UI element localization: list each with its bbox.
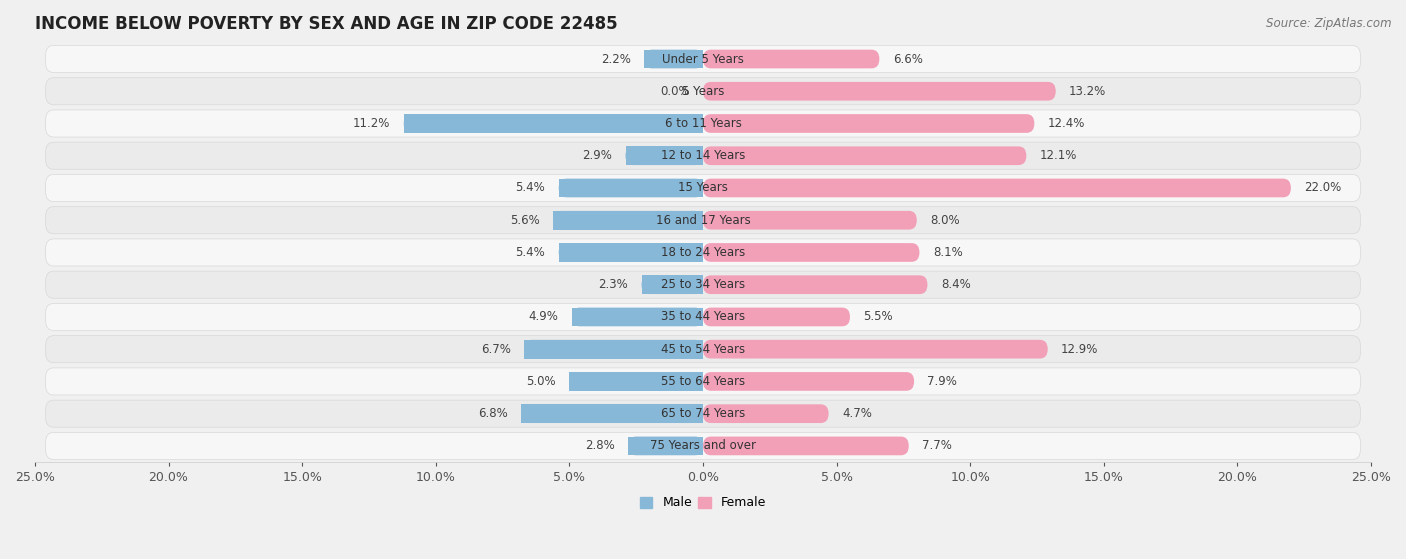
Text: 2.2%: 2.2% (600, 53, 631, 65)
Text: 13.2%: 13.2% (1069, 85, 1107, 98)
Text: 6.8%: 6.8% (478, 407, 508, 420)
Text: 6 to 11 Years: 6 to 11 Years (665, 117, 741, 130)
Text: 5.0%: 5.0% (526, 375, 555, 388)
FancyBboxPatch shape (45, 142, 1361, 169)
Text: 18 to 24 Years: 18 to 24 Years (661, 246, 745, 259)
FancyBboxPatch shape (644, 50, 703, 68)
Text: 12.9%: 12.9% (1062, 343, 1098, 356)
Text: Source: ZipAtlas.com: Source: ZipAtlas.com (1267, 17, 1392, 30)
Text: 8.1%: 8.1% (932, 246, 963, 259)
Text: 15 Years: 15 Years (678, 182, 728, 195)
FancyBboxPatch shape (45, 368, 1361, 395)
Text: 12.1%: 12.1% (1039, 149, 1077, 162)
Text: 12.4%: 12.4% (1047, 117, 1085, 130)
Text: 6.7%: 6.7% (481, 343, 510, 356)
Text: 16 and 17 Years: 16 and 17 Years (655, 214, 751, 227)
Bar (644, 50, 703, 68)
FancyBboxPatch shape (45, 400, 1361, 427)
Bar (641, 276, 703, 294)
FancyBboxPatch shape (45, 174, 1361, 202)
FancyBboxPatch shape (45, 271, 1361, 299)
FancyBboxPatch shape (703, 404, 828, 423)
FancyBboxPatch shape (703, 211, 917, 230)
Text: 11.2%: 11.2% (353, 117, 391, 130)
FancyBboxPatch shape (703, 340, 1047, 358)
FancyBboxPatch shape (558, 243, 703, 262)
FancyBboxPatch shape (554, 211, 703, 230)
Bar (404, 114, 703, 133)
FancyBboxPatch shape (45, 78, 1361, 105)
FancyBboxPatch shape (45, 239, 1361, 266)
FancyBboxPatch shape (558, 179, 703, 197)
FancyBboxPatch shape (626, 146, 703, 165)
Text: 2.9%: 2.9% (582, 149, 612, 162)
FancyBboxPatch shape (703, 307, 851, 326)
Text: 5.6%: 5.6% (510, 214, 540, 227)
FancyBboxPatch shape (45, 432, 1361, 459)
Text: 2.3%: 2.3% (599, 278, 628, 291)
FancyBboxPatch shape (45, 304, 1361, 330)
Bar (522, 404, 703, 423)
Text: 35 to 44 Years: 35 to 44 Years (661, 310, 745, 324)
Text: 22.0%: 22.0% (1305, 182, 1341, 195)
Text: 25 to 34 Years: 25 to 34 Years (661, 278, 745, 291)
FancyBboxPatch shape (703, 243, 920, 262)
Text: 4.9%: 4.9% (529, 310, 558, 324)
Text: 12 to 14 Years: 12 to 14 Years (661, 149, 745, 162)
Text: 6.6%: 6.6% (893, 53, 922, 65)
FancyBboxPatch shape (45, 335, 1361, 363)
Legend: Male, Female: Male, Female (636, 491, 770, 514)
FancyBboxPatch shape (572, 307, 703, 326)
Text: 8.0%: 8.0% (931, 214, 960, 227)
Text: 75 Years and over: 75 Years and over (650, 439, 756, 452)
FancyBboxPatch shape (522, 404, 703, 423)
Text: 5 Years: 5 Years (682, 85, 724, 98)
FancyBboxPatch shape (703, 179, 1291, 197)
FancyBboxPatch shape (703, 276, 928, 294)
FancyBboxPatch shape (703, 372, 914, 391)
Bar (569, 372, 703, 391)
FancyBboxPatch shape (404, 114, 703, 133)
Text: 45 to 54 Years: 45 to 54 Years (661, 343, 745, 356)
FancyBboxPatch shape (703, 146, 1026, 165)
FancyBboxPatch shape (569, 372, 703, 391)
Text: 5.4%: 5.4% (516, 182, 546, 195)
FancyBboxPatch shape (45, 207, 1361, 234)
Text: 7.7%: 7.7% (922, 439, 952, 452)
Bar (626, 146, 703, 165)
FancyBboxPatch shape (641, 276, 703, 294)
FancyBboxPatch shape (703, 82, 1056, 101)
FancyBboxPatch shape (703, 114, 1035, 133)
Text: 7.9%: 7.9% (928, 375, 957, 388)
Bar (554, 211, 703, 230)
Text: Under 5 Years: Under 5 Years (662, 53, 744, 65)
FancyBboxPatch shape (628, 437, 703, 455)
FancyBboxPatch shape (703, 50, 879, 68)
Bar (572, 307, 703, 326)
Text: 0.0%: 0.0% (659, 85, 689, 98)
FancyBboxPatch shape (524, 340, 703, 358)
Bar (558, 243, 703, 262)
Text: 2.8%: 2.8% (585, 439, 614, 452)
FancyBboxPatch shape (45, 45, 1361, 73)
Text: INCOME BELOW POVERTY BY SEX AND AGE IN ZIP CODE 22485: INCOME BELOW POVERTY BY SEX AND AGE IN Z… (35, 15, 617, 33)
Text: 4.7%: 4.7% (842, 407, 872, 420)
Text: 5.4%: 5.4% (516, 246, 546, 259)
Text: 55 to 64 Years: 55 to 64 Years (661, 375, 745, 388)
Bar (524, 340, 703, 358)
Text: 8.4%: 8.4% (941, 278, 970, 291)
Text: 5.5%: 5.5% (863, 310, 893, 324)
Bar (628, 437, 703, 455)
FancyBboxPatch shape (45, 110, 1361, 137)
FancyBboxPatch shape (703, 437, 908, 455)
Text: 65 to 74 Years: 65 to 74 Years (661, 407, 745, 420)
Bar (558, 179, 703, 197)
